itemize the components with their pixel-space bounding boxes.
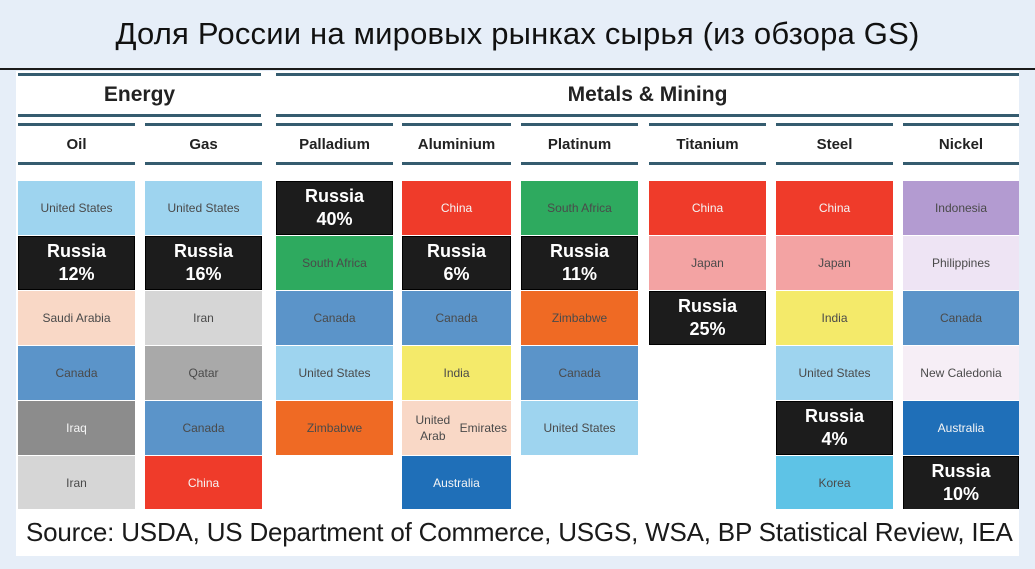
country-cell-palladium-3: Canada [276, 291, 393, 345]
column-header-steel: Steel [776, 123, 893, 165]
column-header-gas: Gas [145, 123, 262, 165]
russia-share-cell-platinum-2: Russia 11% [521, 236, 638, 290]
country-cell-steel-2: Japan [776, 236, 893, 290]
country-cell-oil-4: Canada [18, 346, 135, 400]
country-cell-aluminium-5: United Arab Emirates [402, 401, 511, 455]
country-cell-nickel-2: Philippines [903, 236, 1019, 290]
country-cell-steel-3: India [776, 291, 893, 345]
country-cell-palladium-2: South Africa [276, 236, 393, 290]
energy-group-header: Energy [18, 73, 261, 117]
column-header-oil: Oil [18, 123, 135, 165]
country-cell-steel-1: China [776, 181, 893, 235]
country-cell-oil-1: United States [18, 181, 135, 235]
russia-share-cell-titanium-3: Russia 25% [649, 291, 766, 345]
column-header-platinum: Platinum [521, 123, 638, 165]
column-header-titanium: Titanium [649, 123, 766, 165]
country-cell-nickel-1: Indonesia [903, 181, 1019, 235]
metals-mining-group-header: Metals & Mining [276, 73, 1019, 117]
column-header-palladium: Palladium [276, 123, 393, 165]
country-cell-oil-6: Iran [18, 456, 135, 510]
russia-share-cell-nickel-6: Russia 10% [903, 456, 1019, 510]
country-cell-steel-4: United States [776, 346, 893, 400]
country-cell-aluminium-3: Canada [402, 291, 511, 345]
country-cell-palladium-4: United States [276, 346, 393, 400]
russia-share-cell-steel-5: Russia 4% [776, 401, 893, 455]
commodity-share-table: Energy Metals & Mining Oil United States R… [16, 71, 1019, 556]
country-cell-palladium-5: Zimbabwe [276, 401, 393, 455]
country-cell-platinum-4: Canada [521, 346, 638, 400]
country-cell-oil-3: Saudi Arabia [18, 291, 135, 345]
column-header-aluminium: Aluminium [402, 123, 511, 165]
country-cell-gas-1: United States [145, 181, 262, 235]
country-cell-steel-6: Korea [776, 456, 893, 510]
russia-share-cell-palladium-1: Russia 40% [276, 181, 393, 235]
country-cell-titanium-1: China [649, 181, 766, 235]
country-cell-gas-5: Canada [145, 401, 262, 455]
country-cell-gas-6: China [145, 456, 262, 510]
country-cell-aluminium-1: China [402, 181, 511, 235]
country-cell-nickel-3: Canada [903, 291, 1019, 345]
country-cell-titanium-2: Japan [649, 236, 766, 290]
russia-share-cell-oil-2: Russia 12% [18, 236, 135, 290]
country-cell-platinum-5: United States [521, 401, 638, 455]
page-title: Доля России на мировых рынках сырья (из … [0, 0, 1035, 70]
column-header-nickel: Nickel [903, 123, 1019, 165]
source-note: Source: USDA, US Department of Commerce,… [16, 509, 1019, 556]
country-cell-aluminium-6: Australia [402, 456, 511, 510]
country-cell-platinum-1: South Africa [521, 181, 638, 235]
country-cell-oil-5: Iraq [18, 401, 135, 455]
country-cell-gas-4: Qatar [145, 346, 262, 400]
russia-share-cell-gas-2: Russia 16% [145, 236, 262, 290]
country-cell-nickel-5: Australia [903, 401, 1019, 455]
country-cell-aluminium-4: India [402, 346, 511, 400]
country-cell-platinum-3: Zimbabwe [521, 291, 638, 345]
country-cell-nickel-4: New Caledonia [903, 346, 1019, 400]
country-cell-gas-3: Iran [145, 291, 262, 345]
russia-share-cell-aluminium-2: Russia 6% [402, 236, 511, 290]
